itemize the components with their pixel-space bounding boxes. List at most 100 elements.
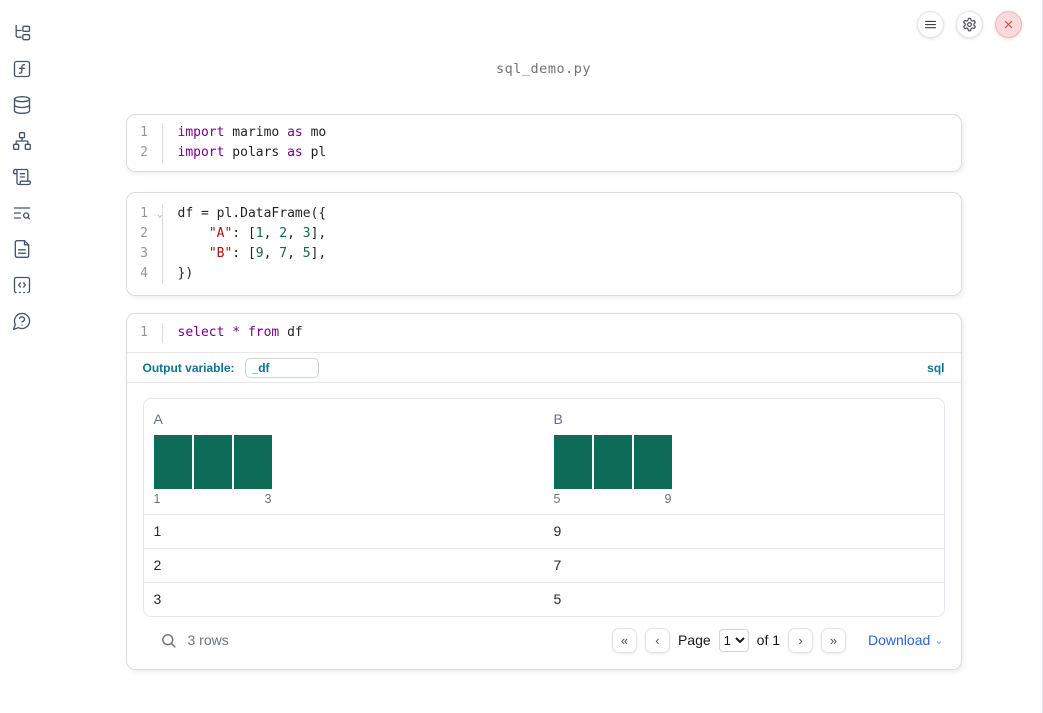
notebook-controls	[917, 11, 1022, 38]
table-cell: 9	[553, 523, 562, 539]
next-page-icon: ›	[798, 632, 803, 648]
sql-editor[interactable]: select * from df	[163, 323, 303, 343]
sidebar-item-help[interactable]	[12, 311, 32, 331]
file-text-icon	[14, 240, 30, 258]
hamburger-menu-icon	[924, 20, 937, 29]
row-count-label: 3 rows	[187, 632, 229, 648]
table-cell: 3	[153, 591, 162, 607]
sidebar-item-snippets[interactable]	[12, 275, 32, 295]
download-button[interactable]: Download ⌄	[868, 632, 943, 648]
next-page-button[interactable]: ›	[788, 627, 814, 653]
notebook-menu-button[interactable]	[917, 11, 944, 38]
page-of-label: of 1	[756, 632, 781, 648]
line-number: 1 ⌄	[127, 204, 162, 224]
page-select[interactable]: 1	[718, 628, 749, 652]
prev-page-button[interactable]: ‹	[644, 627, 670, 653]
histogram-bar	[193, 435, 232, 489]
code-square-icon	[13, 276, 31, 294]
sql-cell: 1 select * from df Output variable: sql …	[125, 313, 962, 670]
language-badge: sql	[927, 360, 945, 375]
sidebar-item-logs[interactable]	[12, 167, 32, 187]
first-page-icon: «	[620, 632, 629, 648]
line-number: 4	[140, 266, 148, 281]
sidebar-item-dependency-graph[interactable]	[12, 131, 32, 151]
settings-button[interactable]	[956, 11, 983, 38]
first-page-button[interactable]: «	[611, 627, 637, 653]
helper-sidebar	[0, 0, 44, 713]
column-label: A	[153, 411, 163, 427]
sidebar-item-data-sources[interactable]	[12, 95, 32, 115]
fold-chevron-icon[interactable]: ⌄	[157, 210, 163, 220]
scroll-icon	[13, 168, 32, 186]
page-label: Page	[677, 632, 711, 648]
search-button[interactable]	[160, 632, 177, 649]
code-line[interactable]: select * from df	[177, 325, 303, 340]
search-icon	[161, 633, 176, 648]
line-number-gutter: 1	[127, 323, 163, 343]
code-line[interactable]: "A": [1, 2, 3],	[208, 226, 327, 241]
sidebar-item-documentation[interactable]	[12, 239, 32, 259]
table-cell: 5	[553, 591, 562, 607]
line-number: 2	[140, 145, 148, 160]
text-search-icon	[13, 207, 31, 220]
code-line[interactable]: })	[177, 266, 194, 281]
gear-icon	[963, 17, 976, 32]
histogram-bar	[553, 435, 592, 489]
code-editor[interactable]: import marimo as mo import polars as pl	[163, 123, 327, 163]
database-icon	[13, 96, 31, 114]
line-number: 2	[140, 226, 148, 241]
code-line[interactable]: df = pl.DataFrame({	[177, 206, 327, 221]
histogram-bar	[593, 435, 632, 489]
table-footer: 3 rows « ‹ Page 1 of 1 › » Download ⌄	[143, 617, 945, 663]
download-label: Download	[868, 632, 931, 648]
shutdown-button[interactable]	[995, 11, 1022, 38]
output-variable-label: Output variable:	[142, 360, 235, 375]
pagination: « ‹ Page 1 of 1 › » Download ⌄	[611, 627, 944, 653]
histogram-bar	[233, 435, 272, 489]
sidebar-item-file-explorer[interactable]	[12, 23, 32, 43]
chevron-down-icon: ⌄	[934, 634, 944, 647]
column-label: B	[553, 411, 563, 427]
code-line[interactable]: "B": [9, 7, 5],	[208, 246, 327, 261]
line-number: 1	[140, 125, 148, 140]
sidebar-item-variables[interactable]	[12, 59, 32, 79]
line-number: 1	[140, 325, 148, 340]
table-cell: 7	[553, 557, 562, 573]
line-number-gutter: 1 ⌄ 2 3 4	[127, 204, 163, 284]
prev-page-icon: ‹	[655, 632, 660, 648]
code-line[interactable]: import marimo as mo	[177, 125, 327, 140]
histogram-bar	[633, 435, 672, 489]
close-icon	[1004, 20, 1013, 29]
table-cell: 1	[153, 523, 162, 539]
output-variable-input[interactable]	[244, 357, 319, 378]
line-number: 3	[140, 246, 148, 261]
code-line[interactable]: import polars as pl	[177, 145, 327, 160]
notebook-filename: sql_demo.py	[496, 61, 591, 77]
sql-output-variable-bar: Output variable: sql	[126, 353, 961, 383]
table-cell: 2	[153, 557, 162, 573]
last-page-icon: »	[829, 632, 838, 648]
last-page-button[interactable]: »	[821, 627, 847, 653]
sidebar-item-tracing[interactable]	[12, 203, 32, 223]
histogram-bar	[153, 435, 192, 489]
help-bubble-icon	[13, 312, 31, 330]
code-editor[interactable]: df = pl.DataFrame({ "A": [1, 2, 3], "B":…	[163, 204, 327, 284]
